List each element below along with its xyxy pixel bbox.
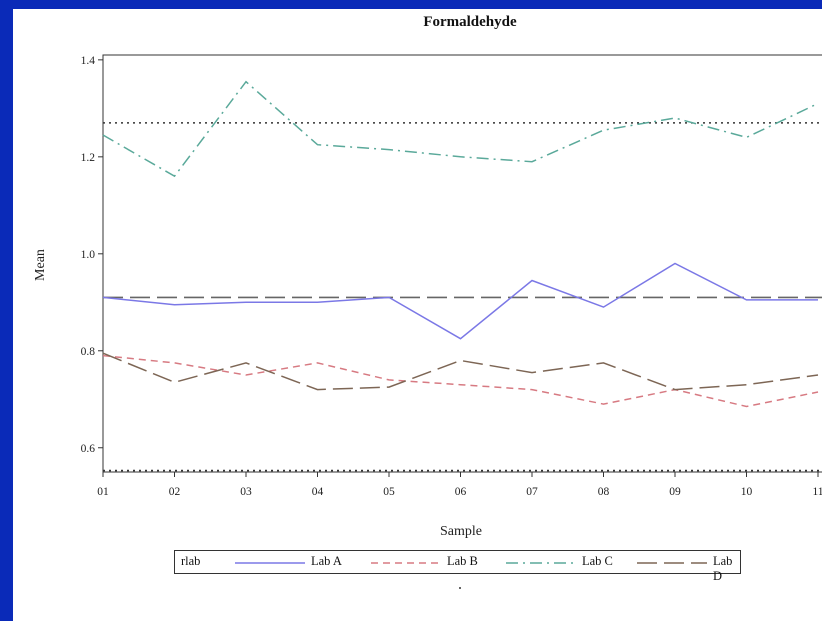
legend: rlab Lab A Lab B Lab C Lab D (174, 550, 741, 583)
chart-title: Formaldehyde (423, 14, 517, 30)
legend-swatch (235, 562, 305, 564)
y-tick-label: 1.0 (81, 249, 96, 261)
x-tick-label: 06 (455, 486, 467, 498)
y-tick-label: 1.2 (81, 152, 96, 164)
x-axis-label: Sample (440, 524, 482, 539)
chart-panel (13, 9, 822, 621)
x-tick-label: 09 (669, 486, 681, 498)
series-line-lab-b (102, 354, 819, 408)
y-axis-label: Mean (33, 249, 48, 281)
x-tick-label: 04 (312, 486, 324, 498)
y-tick-label: 0.8 (81, 346, 96, 358)
legend-label: Lab C (582, 554, 613, 568)
stray-mark (459, 587, 461, 589)
x-tick-label: 02 (169, 486, 181, 498)
legend-swatch (371, 562, 441, 564)
legend-title: rlab (181, 554, 201, 568)
legend-swatch (506, 562, 576, 564)
y-tick-label: 1.4 (81, 55, 96, 67)
y-tick-label: 0.6 (81, 443, 96, 455)
plot-frame (102, 54, 822, 473)
x-tick-label: 01 (97, 486, 109, 498)
legend-swatch (637, 562, 707, 564)
x-tick-label: 07 (526, 486, 538, 498)
x-tick-label: 10 (741, 486, 753, 498)
series-line-lab-a (102, 262, 818, 340)
legend-label: Lab A (311, 554, 342, 568)
x-tick-label: 11 (812, 486, 822, 498)
legend-label: Lab D (713, 554, 733, 583)
x-tick-label: 08 (598, 486, 610, 498)
x-tick-label: 05 (383, 486, 395, 498)
series-line-lab-d (102, 352, 819, 391)
x-tick-label: 03 (240, 486, 252, 498)
series-line-lab-c (102, 80, 819, 178)
legend-label: Lab B (447, 554, 478, 568)
